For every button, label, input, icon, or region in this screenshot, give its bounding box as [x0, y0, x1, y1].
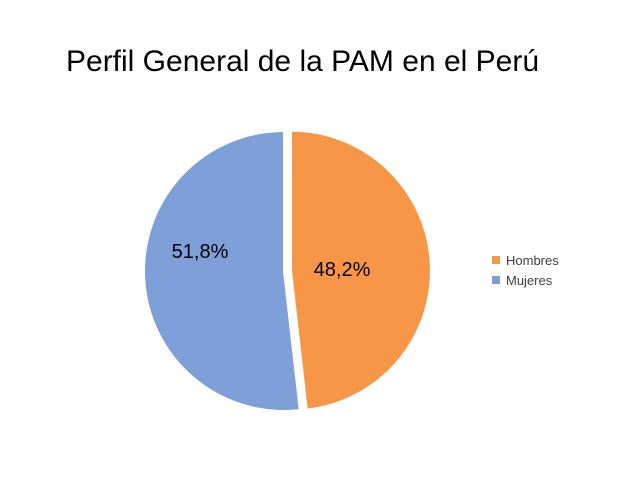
pie-data-labels: 48,2% 51,8% — [172, 241, 371, 281]
legend-item-mujeres: Mujeres — [492, 270, 559, 290]
legend-item-hombres: Hombres — [492, 250, 559, 270]
data-label-mujeres: 51,8% — [172, 241, 229, 263]
legend-swatch-hombres — [492, 256, 500, 264]
chart-title: Perfil General de la PAM en el Perú — [66, 45, 540, 78]
pie-slice-hombres — [289, 129, 432, 411]
legend-swatch-mujeres — [492, 276, 500, 284]
chart-legend: Hombres Mujeres — [492, 250, 559, 290]
legend-label-hombres: Hombres — [506, 252, 559, 268]
pie-slices — [143, 129, 432, 412]
legend-label-mujeres: Mujeres — [506, 272, 553, 288]
data-label-hombres: 48,2% — [314, 259, 371, 281]
pie-slice-mujeres — [143, 129, 301, 412]
